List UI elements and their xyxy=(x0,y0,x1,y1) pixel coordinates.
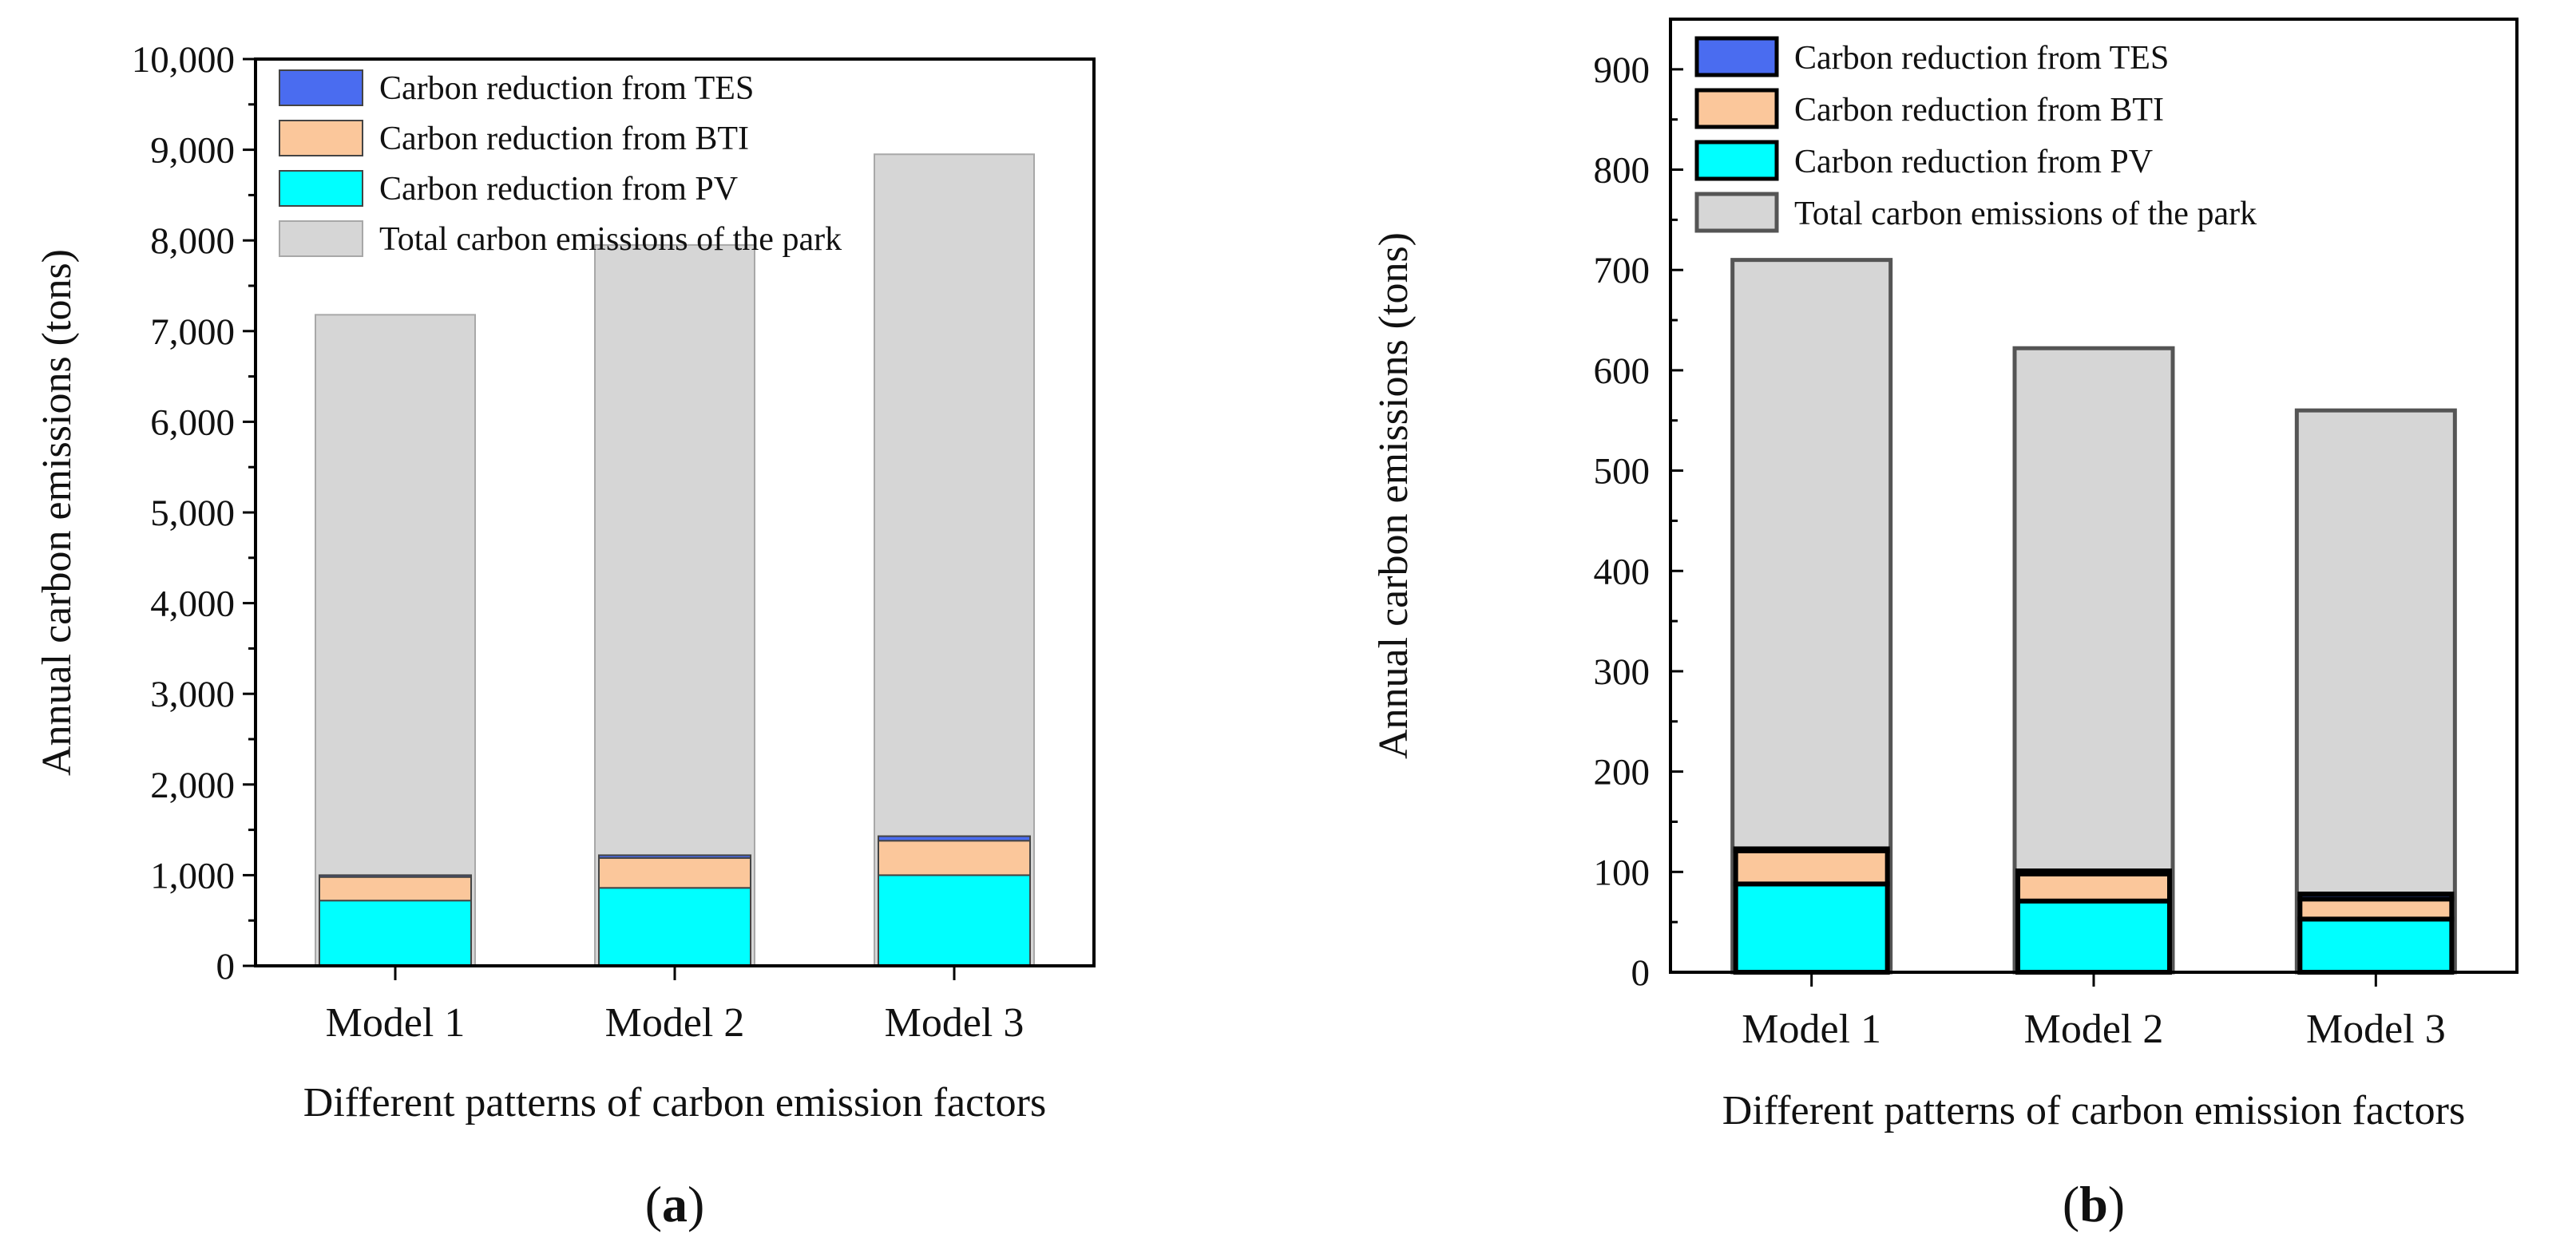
legend-pv-swatch xyxy=(279,170,363,207)
panel-label: (a) xyxy=(645,1176,705,1232)
y-tick-label: 500 xyxy=(1594,451,1651,493)
y-tick-label: 8,000 xyxy=(150,220,235,262)
bar-total-2 xyxy=(2012,346,2175,975)
bar-bti-2 xyxy=(2015,871,2172,904)
y-tick-label: 0 xyxy=(216,946,236,987)
y-tick-label: 800 xyxy=(1594,150,1651,192)
chart-b: 0 100 200 300 400 500 600 700 800 900 Model 1 Model… xyxy=(1371,18,2519,1232)
bar-pv-3 xyxy=(878,874,1031,967)
bar-bti-1 xyxy=(1733,848,1890,887)
y-tick-label: 200 xyxy=(1594,752,1651,793)
x-tick-label: Model 2 xyxy=(2024,1007,2164,1052)
bar-pv-2 xyxy=(2015,898,2172,975)
bar-pv-3 xyxy=(2297,916,2455,975)
bar-total-3 xyxy=(2294,408,2457,975)
y-tick-label: 1,000 xyxy=(150,855,235,896)
bar-bti-1 xyxy=(319,876,472,902)
y-tick-label: 10,000 xyxy=(132,39,235,81)
legend-tes-label: Carbon reduction from TES xyxy=(379,70,754,107)
legend-tes-swatch xyxy=(1694,36,1779,77)
x-axis-title: Different patterns of carbon emission fa… xyxy=(303,1080,1046,1125)
bar-tes-3 xyxy=(2297,891,2455,902)
legend-total-label: Total carbon emissions of the park xyxy=(1794,196,2257,232)
y-tick-label: 4,000 xyxy=(150,584,235,625)
bar-tes-2 xyxy=(598,854,751,859)
y-tick-label: 0 xyxy=(1631,952,1651,994)
x-axis-title: Different patterns of carbon emission fa… xyxy=(1722,1088,2465,1133)
legend-pv-swatch xyxy=(1694,140,1779,181)
bar-bti-3 xyxy=(2297,896,2455,922)
x-tick-label: Model 2 xyxy=(605,1000,745,1046)
y-tick-label: 100 xyxy=(1594,852,1651,893)
legend-bti-swatch xyxy=(1694,88,1779,129)
y-tick-label: 3,000 xyxy=(150,674,235,715)
bar-pv-2 xyxy=(598,887,751,967)
legend-bti-swatch xyxy=(279,120,363,156)
bar-bti-2 xyxy=(598,856,751,889)
bar-pv-1 xyxy=(1733,881,1890,975)
x-tick-label: Model 1 xyxy=(326,1000,466,1046)
legend-tes-label: Carbon reduction from TES xyxy=(1794,40,2169,77)
x-tick-label: Model 3 xyxy=(885,1000,1024,1046)
y-tick-label: 6,000 xyxy=(150,402,235,443)
y-tick-label: 400 xyxy=(1594,551,1651,592)
legend-bti-label: Carbon reduction from BTI xyxy=(379,121,749,157)
bar-tes-2 xyxy=(2015,868,2172,876)
y-tick-label: 9,000 xyxy=(150,130,235,172)
bar-total-1 xyxy=(315,314,476,967)
y-axis-title: Annual carbon emissions (tons) xyxy=(34,249,80,776)
bar-tes-3 xyxy=(878,835,1031,842)
y-tick-label: 7,000 xyxy=(150,311,235,353)
chart-a: 0 1,000 2,000 3,000 4,000 5,000 6,000 7,000 8,00… xyxy=(34,39,1096,1232)
x-tick-label: Model 1 xyxy=(1742,1007,1881,1052)
x-tick-label: Model 3 xyxy=(2306,1007,2446,1052)
legend-total-label: Total carbon emissions of the park xyxy=(379,221,842,258)
legend-total-swatch xyxy=(1694,192,1779,233)
bar-pv-1 xyxy=(319,900,472,967)
bar-tes-1 xyxy=(1733,846,1890,853)
legend-bti-label: Carbon reduction from BTI xyxy=(1794,92,2164,129)
y-tick-label: 600 xyxy=(1594,350,1651,392)
panel-label: (b) xyxy=(2063,1176,2125,1232)
bar-tes-1 xyxy=(319,874,472,878)
legend-pv-label: Carbon reduction from PV xyxy=(1794,144,2153,180)
bar-total-3 xyxy=(874,153,1035,967)
legend-pv-label: Carbon reduction from PV xyxy=(379,171,738,208)
y-tick-label: 900 xyxy=(1594,49,1651,91)
y-tick-label: 300 xyxy=(1594,651,1651,693)
y-tick-label: 5,000 xyxy=(150,493,235,534)
y-axis-title: Annual carbon emissions (tons) xyxy=(1371,232,1417,759)
bar-bti-3 xyxy=(878,840,1031,876)
bar-total-2 xyxy=(594,243,755,967)
legend-total-swatch xyxy=(279,220,363,257)
y-tick-label: 700 xyxy=(1594,250,1651,291)
y-tick-label: 2,000 xyxy=(150,765,235,806)
legend-tes-swatch xyxy=(279,69,363,106)
